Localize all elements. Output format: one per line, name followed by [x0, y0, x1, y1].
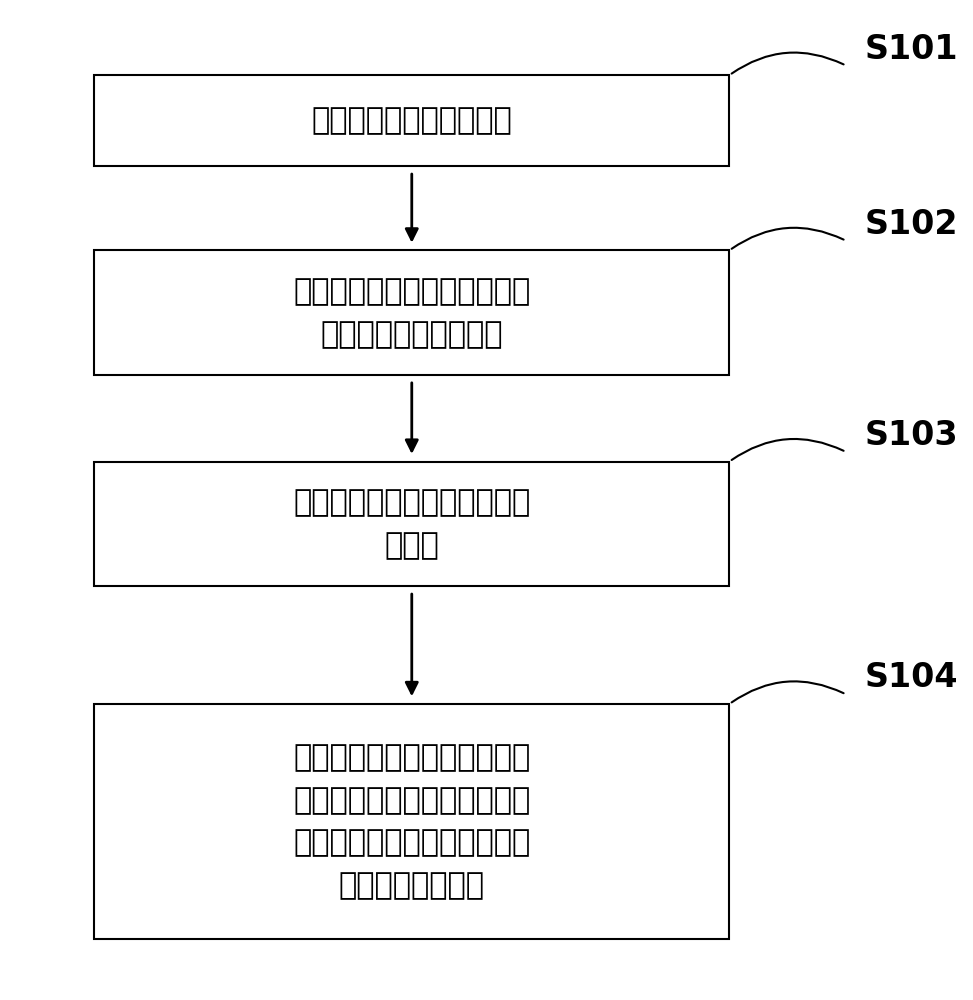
Bar	[94, 250, 730, 375]
Text: S104: S104	[865, 661, 958, 694]
Text: 确定所述疑惑磁性块为预置周
期分布、且疑惑磁性块的面积
小于等于预置阈值，对所述疑
惑磁性块进行滤波: 确定所述疑惑磁性块为预置周 期分布、且疑惑磁性块的面积 小于等于预置阈值，对所述…	[293, 743, 530, 900]
Bar	[94, 704, 730, 939]
Text: 获取纸币的磁性数据图像: 获取纸币的磁性数据图像	[311, 106, 512, 135]
Bar	[94, 462, 730, 586]
Text: S102: S102	[865, 208, 958, 241]
Text: 获得所述非磁性区域中的疑惑
磁性块: 获得所述非磁性区域中的疑惑 磁性块	[293, 488, 530, 560]
Bar	[94, 75, 730, 166]
Text: S101: S101	[865, 33, 958, 66]
Text: 对所述磁性数据图像进行区域
分割，得到非磁性区域: 对所述磁性数据图像进行区域 分割，得到非磁性区域	[293, 277, 530, 349]
Text: S103: S103	[865, 419, 958, 452]
